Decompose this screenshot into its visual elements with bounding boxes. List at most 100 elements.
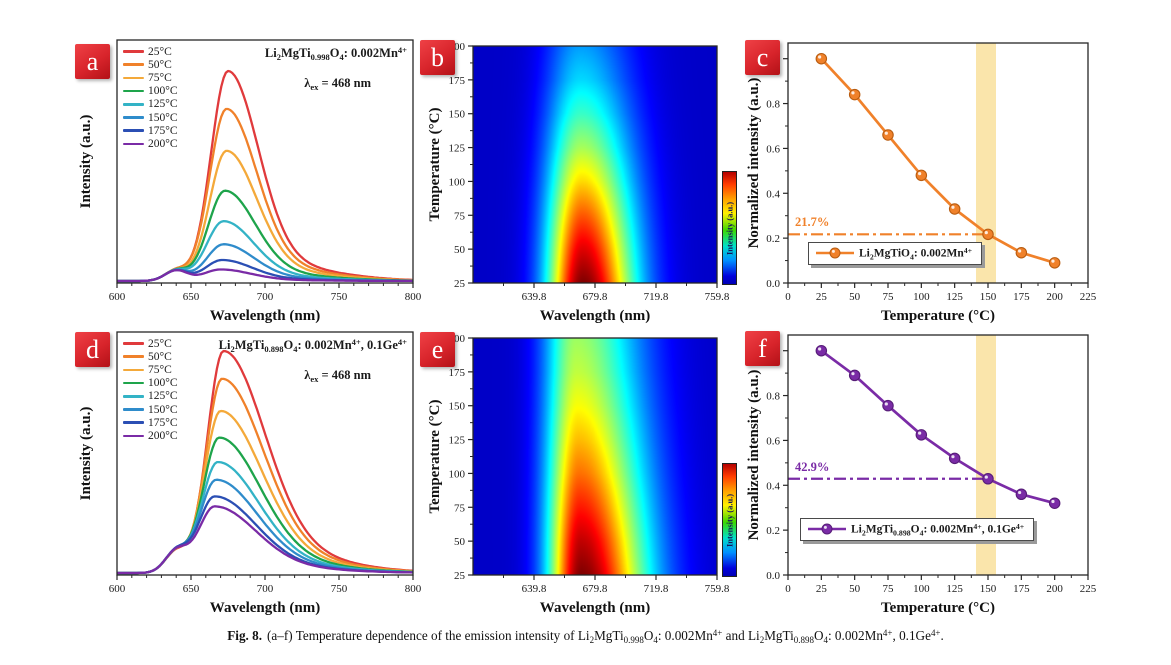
svg-text:75: 75 — [454, 210, 466, 222]
y-axis: 0.00.20.40.60.81.0 — [766, 54, 788, 290]
y-axis-label: Normalized intensity (a.u.) — [746, 78, 762, 249]
chart-c-svg: 0 25 50 75 100 125 150 175 200 225 0.0 0.2 0.4 0.6 0.8… — [746, 42, 1097, 324]
svg-text:150: 150 — [980, 291, 997, 303]
excitation-annotation: λex = 468 nm — [304, 76, 371, 92]
plot-frame — [787, 334, 1089, 576]
data-point — [948, 203, 961, 215]
legend-item-100°C: 100°C — [123, 85, 178, 98]
data-point-highlight — [1018, 490, 1022, 495]
svg-text:25: 25 — [454, 570, 466, 582]
svg-text:50: 50 — [454, 244, 466, 256]
threshold-label: 21.7% — [795, 215, 830, 230]
svg-text:50: 50 — [454, 536, 466, 548]
legend-item-175°C: 175°C — [123, 124, 178, 137]
data-point-highlight — [851, 372, 855, 376]
x-axis-label: Wavelength (nm) — [210, 308, 320, 324]
svg-text:719.8: 719.8 — [644, 583, 669, 595]
spectra-legend: 25°C 50°C 75°C 100°C 125°C 150°C 175°C 200°C — [123, 337, 178, 443]
svg-text:150: 150 — [449, 109, 466, 121]
legend-item-125°C: 125°C — [123, 98, 178, 111]
x-axis: 639.8 679.8 719.8 759.8 — [503, 575, 730, 595]
svg-text:150: 150 — [980, 583, 997, 595]
legend-line-swatch — [123, 76, 144, 80]
y-axis-label: Intensity (a.u.) — [78, 407, 94, 501]
y-axis-label: Temperature (°C) — [427, 108, 443, 222]
series-curves — [117, 349, 413, 575]
svg-text:679.8: 679.8 — [583, 583, 608, 595]
legend-line-swatch — [123, 129, 144, 133]
svg-text:0: 0 — [785, 583, 791, 595]
legend-label: 75°C — [148, 363, 172, 376]
data-point-highlight — [884, 131, 888, 135]
legend-label: 200°C — [148, 429, 178, 442]
svg-text:750: 750 — [331, 291, 348, 303]
plot-frame — [787, 42, 1089, 284]
panel-a-letter: a — [86, 46, 99, 76]
svg-text:679.8: 679.8 — [583, 291, 608, 303]
panel-c-chart: 0 25 50 75 100 125 150 175 200 225 0.0 0.2 0.4 0.6 0.8… — [740, 26, 1104, 324]
legend-line-swatch — [123, 50, 144, 53]
svg-text:600: 600 — [109, 291, 126, 303]
panel-b: b 639.8 679.8 719.8 759.8 25 50 75 100 125 150 175… — [420, 26, 764, 324]
svg-text:0.2: 0.2 — [766, 233, 780, 245]
data-point-highlight — [918, 431, 922, 435]
svg-text:50: 50 — [849, 583, 861, 595]
legend-label: 125°C — [148, 98, 178, 111]
svg-text:25: 25 — [816, 291, 828, 303]
svg-text:759.8: 759.8 — [705, 583, 730, 595]
legend-label: 175°C — [148, 416, 178, 429]
data-point-highlight — [918, 172, 922, 176]
data-point — [1015, 246, 1028, 259]
excitation-annotation: λex = 468 nm — [304, 368, 371, 384]
svg-text:125: 125 — [946, 583, 963, 595]
data-line — [820, 349, 1056, 505]
data-point-highlight — [851, 91, 855, 95]
panel-b-letter: b — [431, 42, 444, 72]
panel-b-badge: b — [420, 40, 455, 75]
panel-c: c 0 25 50 75 100 125 150 175 200 225 0.0 0.2 0.4 0.6 0… — [740, 26, 1104, 324]
legend-line-swatch — [123, 342, 144, 345]
panel-d-chart: 600 650 700 750 800 Wavelength (nm) Intensity … — [64, 318, 428, 616]
svg-text:800: 800 — [405, 291, 422, 303]
y-axis-label: Normalized intensity (a.u.) — [746, 370, 762, 541]
svg-text:750: 750 — [331, 583, 348, 595]
svg-text:175: 175 — [1013, 583, 1030, 595]
svg-text:25: 25 — [454, 278, 466, 290]
plot-frame — [116, 39, 414, 284]
x-axis: 639.8 679.8 719.8 759.8 — [503, 283, 730, 303]
data-line — [820, 57, 1056, 265]
data-point — [815, 344, 828, 357]
legend-item-200°C: 200°C — [123, 137, 178, 150]
legend-item-150°C: 150°C — [123, 111, 178, 124]
data-point-highlight — [984, 231, 988, 235]
data-points — [815, 344, 1061, 509]
svg-text:100: 100 — [449, 468, 466, 480]
svg-text:200: 200 — [1046, 291, 1063, 303]
legend-line-swatch — [123, 63, 144, 67]
legend-item-50°C: 50°C — [123, 58, 178, 71]
legend-label: 75°C — [148, 71, 172, 84]
svg-text:75: 75 — [883, 583, 895, 595]
y-axis-label: Temperature (°C) — [427, 400, 443, 514]
svg-text:200: 200 — [1046, 583, 1063, 595]
svg-text:25: 25 — [816, 583, 828, 595]
legend-item-25°C: 25°C — [123, 45, 178, 58]
highlight-band — [976, 335, 996, 575]
panel-f-chart: 0 25 50 75 100 125 150 175 200 225 0.0 0.2 0.4 0.6 0.8… — [740, 318, 1104, 616]
legend-item-25°C: 25°C — [123, 337, 178, 350]
legend-line-swatch — [123, 103, 144, 106]
legend-item-125°C: 125°C — [123, 390, 178, 403]
colorbar-label: Intensity (a.u.) — [724, 493, 735, 547]
svg-text:75: 75 — [454, 502, 466, 514]
svg-text:125: 125 — [449, 435, 466, 447]
x-axis: 0 25 50 75 100 125 150 175 200 225 — [785, 575, 1097, 595]
svg-text:0.6: 0.6 — [766, 435, 780, 447]
x-axis-label: Wavelength (nm) — [540, 600, 650, 616]
formula-annotation: Li2MgTi0.898O4: 0.002Mn4+, 0.1Ge4+ — [218, 337, 407, 354]
svg-text:150: 150 — [449, 401, 466, 413]
series-200°C — [117, 505, 413, 575]
legend-label: 100°C — [148, 85, 178, 98]
svg-text:0.0: 0.0 — [766, 570, 780, 582]
svg-text:700: 700 — [257, 291, 274, 303]
